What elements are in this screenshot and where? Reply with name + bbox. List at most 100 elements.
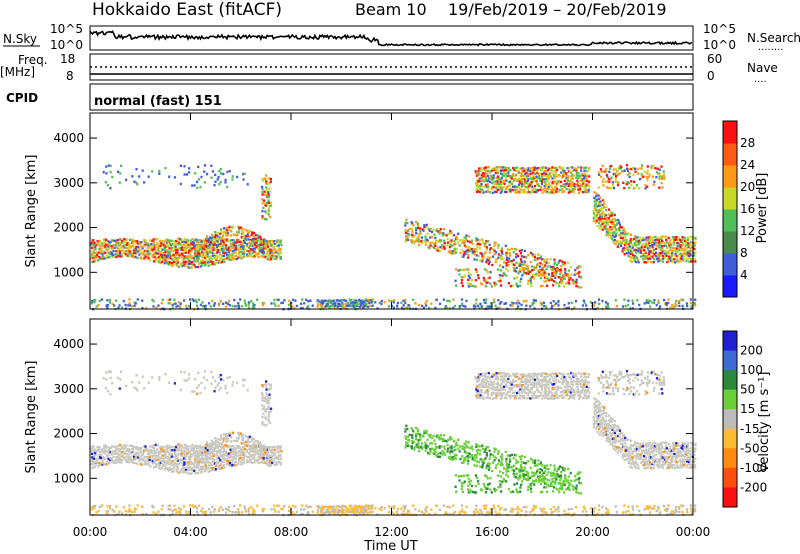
power-point xyxy=(477,242,480,245)
power-point xyxy=(218,250,221,254)
power-point xyxy=(646,169,649,172)
velocity-point xyxy=(207,451,210,454)
velocity-point xyxy=(478,449,482,452)
power-point xyxy=(482,175,485,178)
power-point xyxy=(201,250,204,253)
velocity-point xyxy=(438,455,441,458)
velocity-point xyxy=(172,464,176,467)
velocity-point xyxy=(171,464,174,467)
power-point xyxy=(509,176,512,180)
velocity-point xyxy=(482,397,485,400)
power-point xyxy=(626,246,629,249)
power-point xyxy=(516,306,519,310)
power-point xyxy=(533,166,536,169)
power-point xyxy=(171,304,174,307)
velocity-point xyxy=(256,449,260,453)
velocity-point xyxy=(203,460,206,463)
power-point xyxy=(571,166,574,169)
power-point xyxy=(133,251,136,255)
power-point xyxy=(657,257,660,260)
velocity-point xyxy=(478,453,481,456)
velocity-point xyxy=(429,433,432,437)
power-point xyxy=(569,188,572,191)
power-point xyxy=(519,270,522,273)
velocity-point xyxy=(436,446,439,449)
velocity-point xyxy=(458,450,461,453)
power-point xyxy=(571,190,574,193)
power-point xyxy=(583,185,586,188)
power-point xyxy=(225,257,229,260)
velocity-point xyxy=(560,487,563,491)
velocity-point xyxy=(411,436,414,439)
power-point xyxy=(225,251,228,254)
power-point xyxy=(667,255,671,258)
power-point xyxy=(507,260,510,263)
velocity-point xyxy=(196,450,199,454)
power-point xyxy=(523,178,526,181)
power-point xyxy=(267,182,271,185)
power-point xyxy=(404,229,407,232)
power-point xyxy=(520,172,523,175)
velocity-point xyxy=(191,443,194,447)
velocity-point xyxy=(211,460,214,464)
power-point xyxy=(527,267,530,271)
velocity-point xyxy=(198,458,201,462)
power-point xyxy=(603,212,606,215)
power-point xyxy=(467,246,470,249)
power-point xyxy=(552,280,556,283)
velocity-point xyxy=(119,444,122,447)
velocity-point xyxy=(258,452,261,455)
power-point xyxy=(194,172,197,175)
velocity-point xyxy=(461,445,464,448)
velocity-point xyxy=(225,432,228,436)
velocity-point xyxy=(476,392,479,395)
velocity-point xyxy=(155,451,158,454)
power-point xyxy=(690,260,693,263)
power-point xyxy=(483,268,487,271)
power-point xyxy=(91,253,94,256)
velocity-point xyxy=(91,460,94,463)
power-point xyxy=(636,246,639,250)
velocity-point xyxy=(324,505,327,508)
power-point xyxy=(633,257,636,260)
velocity-point xyxy=(101,463,104,466)
velocity-point xyxy=(455,443,458,446)
velocity-point xyxy=(465,474,468,477)
power-point xyxy=(224,301,228,304)
power-point xyxy=(135,181,138,184)
velocity-point xyxy=(478,375,481,378)
power-point xyxy=(277,304,280,307)
power-point xyxy=(249,240,252,243)
power-point xyxy=(553,263,556,266)
power-point xyxy=(206,243,209,246)
velocity-point xyxy=(219,448,222,451)
velocity-point xyxy=(170,467,173,471)
power-point xyxy=(270,302,273,305)
velocity-point xyxy=(252,446,255,449)
velocity-point xyxy=(188,450,191,454)
velocity-point xyxy=(206,458,209,461)
power-point xyxy=(535,258,538,261)
power-point xyxy=(266,256,269,259)
power-point xyxy=(491,263,494,267)
velocity-point xyxy=(498,480,501,483)
velocity-point xyxy=(109,456,112,460)
power-point xyxy=(532,301,535,304)
power-point xyxy=(556,179,559,182)
velocity-point xyxy=(142,449,145,452)
power-point xyxy=(161,298,164,301)
velocity-point xyxy=(147,458,150,461)
power-point xyxy=(243,239,246,243)
power-point xyxy=(637,261,640,264)
velocity-point xyxy=(519,476,522,479)
power-point xyxy=(109,244,112,248)
velocity-point xyxy=(268,383,271,386)
power-point xyxy=(486,304,489,308)
power-point xyxy=(164,245,167,248)
power-point xyxy=(474,279,477,282)
velocity-point xyxy=(462,481,465,485)
power-point xyxy=(561,279,564,282)
power-point xyxy=(451,244,454,247)
power-point xyxy=(147,257,150,260)
power-point xyxy=(629,233,632,236)
